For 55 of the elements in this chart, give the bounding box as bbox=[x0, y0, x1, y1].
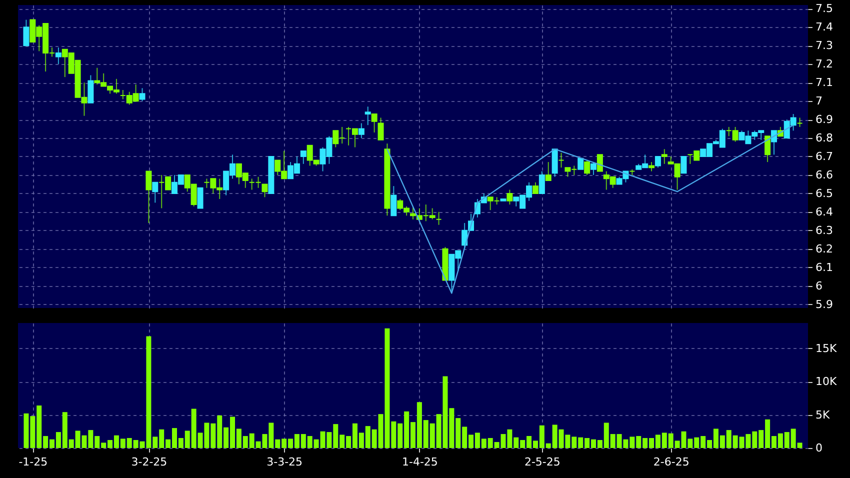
y-tick-label: 7.4 bbox=[816, 20, 833, 34]
candlestick bbox=[648, 162, 655, 172]
candlestick bbox=[55, 46, 62, 65]
candlestick bbox=[378, 117, 384, 140]
y-tick-label: 7 bbox=[816, 94, 822, 108]
x-tick-label: 2-6-25 bbox=[653, 456, 690, 468]
candlestick bbox=[596, 154, 603, 172]
y-tick-label: 6.2 bbox=[816, 242, 833, 256]
y-tick-label: 15K bbox=[816, 342, 838, 355]
x-tick-label: -1-25 bbox=[18, 456, 48, 468]
y-tick-label: 10K bbox=[816, 375, 838, 388]
y-tick-label: 5.9 bbox=[816, 298, 833, 311]
y-tick-label: 7.2 bbox=[816, 58, 833, 71]
candlestick bbox=[300, 150, 306, 164]
y-tick-label: 6 bbox=[816, 279, 822, 292]
candlestick bbox=[364, 106, 371, 126]
candlestick bbox=[654, 156, 661, 168]
candlestick bbox=[197, 187, 204, 209]
x-tick-label: 3-3-25 bbox=[266, 456, 303, 468]
candlestick bbox=[590, 162, 596, 176]
candlestick bbox=[545, 162, 552, 182]
candlestick bbox=[146, 170, 152, 224]
y-tick-label: 6.5 bbox=[816, 186, 833, 200]
x-tick-label: 2-5-25 bbox=[524, 456, 560, 468]
candlestick bbox=[152, 182, 158, 204]
candlestick bbox=[371, 114, 378, 133]
candlestick bbox=[538, 170, 545, 194]
candlestick bbox=[139, 88, 146, 102]
y-tick-label: 6.1 bbox=[816, 260, 833, 274]
candlestick bbox=[436, 211, 442, 226]
candlestick bbox=[584, 160, 590, 176]
y-tick-label: 7.3 bbox=[816, 39, 833, 52]
y-tick-label: 0 bbox=[816, 442, 822, 454]
candlestick bbox=[661, 148, 668, 164]
candlestick bbox=[23, 19, 30, 46]
candlestick bbox=[680, 156, 687, 174]
y-tick-label: 6.4 bbox=[816, 205, 833, 218]
y-tick-label: 6.7 bbox=[816, 150, 833, 163]
y-tick-label: 6.9 bbox=[816, 113, 833, 126]
y-tick-label: 6.8 bbox=[816, 132, 833, 145]
candlestick bbox=[532, 182, 538, 194]
candlestick bbox=[358, 122, 364, 139]
y-tick-label: 5K bbox=[816, 408, 830, 422]
candlestick bbox=[88, 74, 94, 104]
x-tick-label: 1-4-25 bbox=[402, 456, 438, 468]
candlestick bbox=[506, 189, 513, 206]
y-tick-label: 7.1 bbox=[816, 76, 833, 90]
candlestick bbox=[558, 152, 564, 168]
candlestick bbox=[796, 117, 803, 128]
x-tick-label: 3-2-25 bbox=[131, 456, 168, 468]
y-tick-label: 6.3 bbox=[816, 224, 833, 237]
y-tick-label: 6.6 bbox=[816, 168, 833, 182]
candlestick bbox=[262, 184, 268, 198]
y-tick-label: 7.5 bbox=[816, 2, 833, 16]
candlestick bbox=[390, 186, 397, 216]
